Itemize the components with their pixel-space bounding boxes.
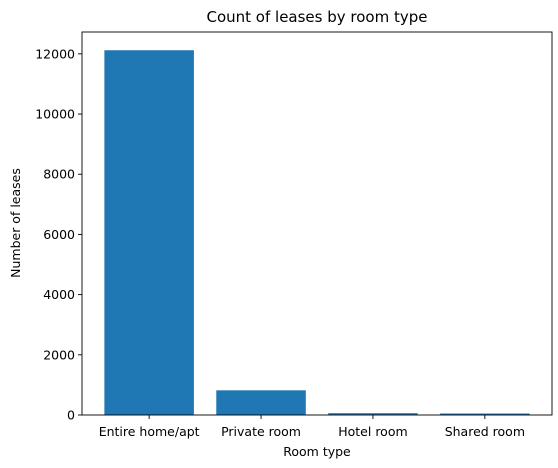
y-tick-label: 10000 [35,107,75,122]
y-tick-label: 8000 [43,167,75,182]
x-axis: Entire home/apt Private room Hotel room Sha… [99,415,525,439]
x-tick-label: Private room [221,424,301,439]
plot-frame [81,31,553,416]
bar-shared-room [440,413,530,415]
y-tick-label: 6000 [43,227,75,242]
x-axis-label: Room type [283,444,351,459]
x-tick-label: Entire home/apt [99,424,200,439]
x-tick-label: Hotel room [338,424,407,439]
y-tick-label: 4000 [43,287,75,302]
y-tick-label: 2000 [43,347,75,362]
bars-group [104,50,530,415]
bar-hotel-room [328,413,418,415]
chart-title: Count of leases by room type [206,8,427,26]
bar-entire-home-apt [104,50,194,415]
bar-private-room [216,390,306,415]
x-tick-label: Shared room [445,424,525,439]
y-axis: 0 2000 4000 6000 8000 10000 12000 [35,46,82,423]
y-axis-label: Number of leases [8,168,23,278]
y-tick-label: 12000 [35,46,75,61]
y-tick-label: 0 [67,408,75,423]
